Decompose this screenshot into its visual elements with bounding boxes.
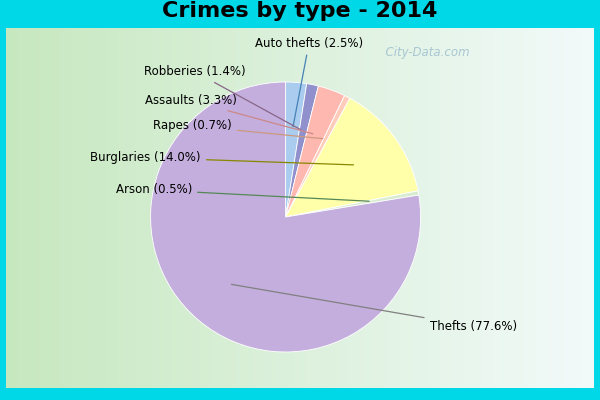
Wedge shape xyxy=(286,98,418,217)
Wedge shape xyxy=(286,82,307,217)
Wedge shape xyxy=(286,96,350,217)
Text: Auto thefts (2.5%): Auto thefts (2.5%) xyxy=(255,37,363,127)
Text: Arson (0.5%): Arson (0.5%) xyxy=(116,184,369,201)
Text: Rapes (0.7%): Rapes (0.7%) xyxy=(153,119,323,139)
Text: City-Data.com: City-Data.com xyxy=(377,46,469,59)
Wedge shape xyxy=(286,84,319,217)
Wedge shape xyxy=(151,82,421,352)
Wedge shape xyxy=(286,86,344,217)
Text: Assaults (3.3%): Assaults (3.3%) xyxy=(145,94,313,134)
Text: Thefts (77.6%): Thefts (77.6%) xyxy=(232,284,517,333)
Text: Burglaries (14.0%): Burglaries (14.0%) xyxy=(91,151,353,165)
Title: Crimes by type - 2014: Crimes by type - 2014 xyxy=(163,1,437,21)
Wedge shape xyxy=(286,191,419,217)
Text: Robberies (1.4%): Robberies (1.4%) xyxy=(145,65,301,130)
